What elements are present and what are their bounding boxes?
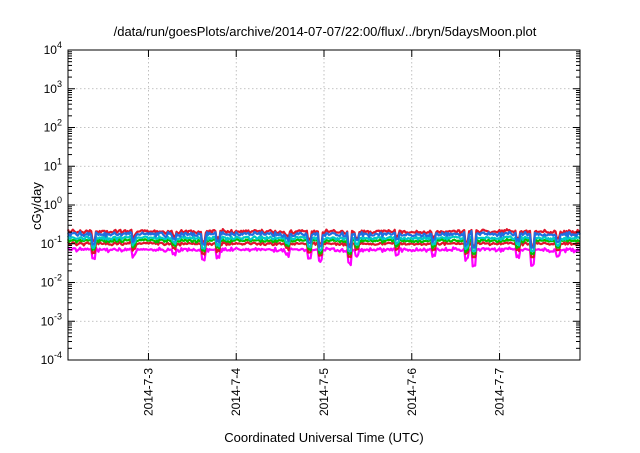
y-tick-label: 104 bbox=[44, 40, 62, 57]
y-tick-label: 10-2 bbox=[41, 273, 62, 290]
y-tick-label: 100 bbox=[44, 195, 62, 212]
series-line-3 bbox=[67, 237, 581, 255]
series-group bbox=[66, 228, 581, 268]
x-tick-label: 2014-7-4 bbox=[229, 368, 243, 416]
y-axis-label: cGy/day bbox=[29, 182, 44, 230]
x-tick-label: 2014-7-6 bbox=[405, 368, 419, 416]
y-tick-label: 102 bbox=[44, 118, 62, 135]
series-line-6 bbox=[67, 230, 581, 249]
chart-title: /data/run/goesPlots/archive/2014-07-07/2… bbox=[114, 24, 537, 39]
y-tick-label: 10-4 bbox=[41, 350, 62, 367]
series-line-2 bbox=[67, 240, 581, 259]
x-tick-label: 2014-7-3 bbox=[141, 368, 155, 416]
grid bbox=[68, 50, 580, 360]
y-tick-label: 10-3 bbox=[41, 311, 62, 328]
series-line-4 bbox=[66, 234, 581, 253]
x-axis-label: Coordinated Universal Time (UTC) bbox=[224, 430, 423, 445]
x-tick-label: 2014-7-5 bbox=[317, 368, 331, 416]
y-tick-label: 10-1 bbox=[41, 234, 62, 251]
series-line-1 bbox=[67, 246, 581, 268]
x-tick-label: 2014-7-7 bbox=[493, 368, 507, 416]
y-tick-label: 103 bbox=[44, 79, 62, 96]
y-tick-label: 101 bbox=[44, 156, 62, 173]
series-line-5 bbox=[66, 228, 581, 247]
